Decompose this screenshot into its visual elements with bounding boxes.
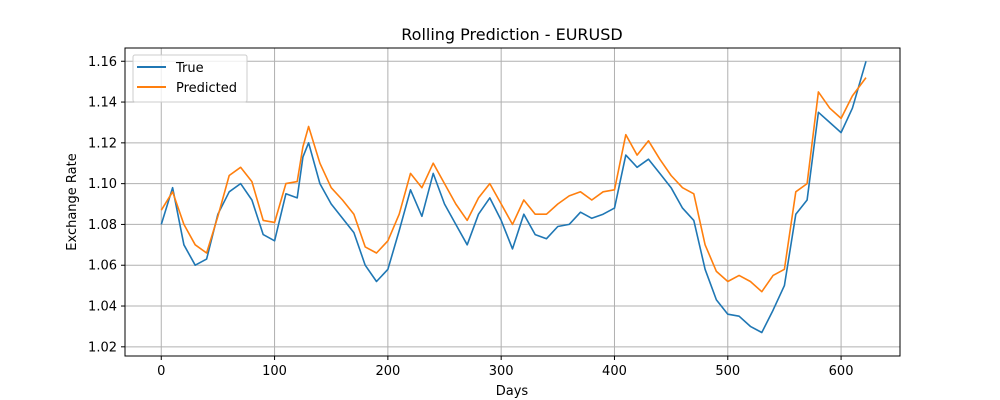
x-tick-label: 0 <box>157 364 165 379</box>
plot-frame <box>124 47 901 357</box>
y-tick-label: 1.14 <box>88 96 117 111</box>
y-tick-label: 1.12 <box>88 136 117 151</box>
y-tick-label: 1.10 <box>88 177 117 192</box>
x-axis-label: Days <box>496 384 529 399</box>
series-line-predicted <box>160 77 867 293</box>
x-tick-label: 100 <box>262 364 287 379</box>
series-line-true <box>160 61 867 334</box>
x-tick-label: 500 <box>715 364 740 379</box>
legend: True Predicted <box>132 54 248 103</box>
series-lines <box>160 61 867 334</box>
y-axis-ticks: 1.02 1.04 1.06 1.08 1.10 1.12 1.14 1.16 <box>88 55 125 355</box>
x-tick-label: 400 <box>602 364 627 379</box>
y-tick-label: 1.08 <box>88 218 117 233</box>
y-tick-label: 1.16 <box>88 55 117 70</box>
y-tick-label: 1.02 <box>88 340 117 355</box>
legend-label-predicted: Predicted <box>176 81 237 96</box>
y-tick-label: 1.04 <box>88 300 117 315</box>
x-tick-label: 200 <box>375 364 400 379</box>
x-tick-label: 600 <box>829 364 854 379</box>
x-tick-label: 300 <box>489 364 514 379</box>
y-axis-label: Exchange Rate <box>65 153 80 250</box>
legend-label-true: True <box>175 61 204 76</box>
y-tick-label: 1.06 <box>88 259 117 274</box>
chart-title: Rolling Prediction - EURUSD <box>401 25 622 44</box>
x-axis-ticks: 0 100 200 300 400 500 600 <box>157 356 853 379</box>
